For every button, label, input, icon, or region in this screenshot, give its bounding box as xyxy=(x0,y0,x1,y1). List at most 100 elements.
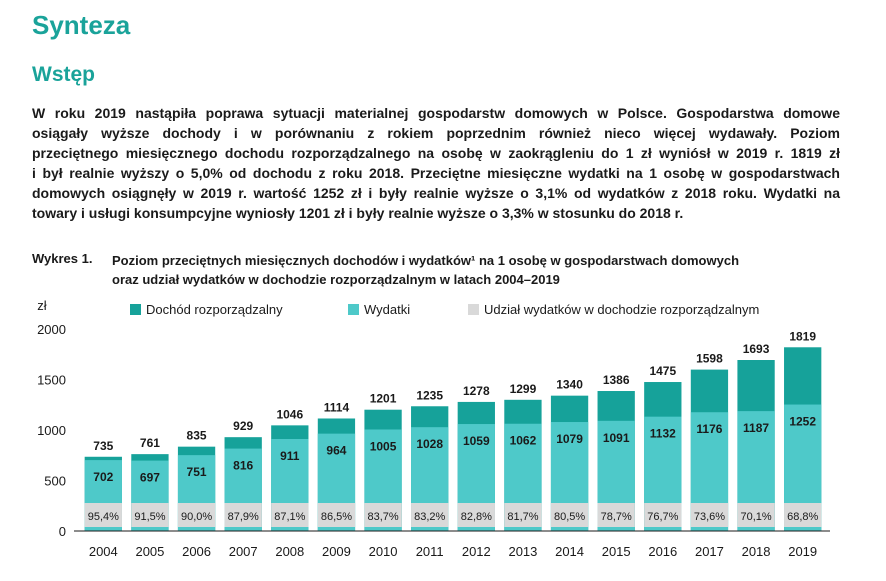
y-tick-label: 1500 xyxy=(37,373,66,388)
share-label: 86,5% xyxy=(321,511,352,523)
share-label: 70,1% xyxy=(740,511,771,523)
income-label: 1475 xyxy=(649,364,676,378)
share-box xyxy=(597,503,635,527)
share-label: 90,0% xyxy=(181,511,212,523)
legend-label: Wydatki xyxy=(364,302,410,317)
income-label: 1819 xyxy=(789,329,816,343)
x-tick-label: 2015 xyxy=(602,544,631,559)
expenses-label: 697 xyxy=(140,471,160,485)
income-label: 1235 xyxy=(416,388,443,402)
share-box xyxy=(411,503,449,527)
share-box xyxy=(131,503,169,527)
paragraph-line: osiągały wyższe dochody i w porównaniu z… xyxy=(32,125,840,141)
income-label: 1340 xyxy=(556,378,583,392)
share-box xyxy=(457,503,495,527)
share-box xyxy=(224,503,262,527)
expenses-label: 1091 xyxy=(603,431,630,445)
paragraph-line: W roku 2019 nastąpiła poprawa sytuacji m… xyxy=(32,105,840,121)
income-label: 735 xyxy=(93,439,113,453)
page-title: Synteza xyxy=(32,10,131,40)
share-box xyxy=(84,503,122,527)
y-tick-label: 1000 xyxy=(37,423,66,438)
x-tick-label: 2008 xyxy=(275,544,304,559)
expenses-label: 1079 xyxy=(556,432,583,446)
expenses-label: 1005 xyxy=(370,439,397,453)
paragraph-line: przeciętnego miesięcznego dochodu rozpor… xyxy=(32,145,840,161)
expenses-label: 911 xyxy=(280,449,300,463)
x-tick-label: 2017 xyxy=(695,544,724,559)
share-box xyxy=(784,503,822,527)
expenses-label: 816 xyxy=(233,459,253,473)
share-box xyxy=(364,503,402,527)
x-tick-label: 2004 xyxy=(89,544,118,559)
expenses-label: 1059 xyxy=(463,434,490,448)
legend-swatch xyxy=(130,304,141,315)
x-tick-label: 2019 xyxy=(788,544,817,559)
intro-paragraph: W roku 2019 nastąpiła poprawa sytuacji m… xyxy=(32,103,840,223)
paragraph-line: domowych osiągnęły w 2019 r. wartość 125… xyxy=(32,185,840,201)
income-label: 1693 xyxy=(743,342,770,356)
paragraph-line: towary i usługi konsumpcyjne wyniosły 12… xyxy=(32,205,684,221)
y-tick-label: 2000 xyxy=(37,322,66,337)
share-label: 82,8% xyxy=(461,511,492,523)
y-axis-unit: zł xyxy=(37,298,47,313)
expenses-label: 1187 xyxy=(743,421,769,435)
expenses-label: 1062 xyxy=(510,434,537,448)
expenses-label: 1028 xyxy=(416,437,443,451)
share-box xyxy=(737,503,775,527)
income-label: 1201 xyxy=(370,392,397,406)
income-label: 1114 xyxy=(324,400,350,414)
income-label: 1598 xyxy=(696,352,723,366)
x-tick-label: 2011 xyxy=(416,544,444,559)
x-tick-label: 2012 xyxy=(462,544,491,559)
legend-swatch xyxy=(348,304,359,315)
share-label: 80,5% xyxy=(554,511,585,523)
expenses-label: 1132 xyxy=(650,427,676,441)
income-label: 929 xyxy=(233,419,253,433)
x-tick-label: 2009 xyxy=(322,544,351,559)
legend-label: Udział wydatków w dochodzie rozporządzal… xyxy=(484,302,759,317)
share-label: 76,7% xyxy=(647,511,678,523)
paragraph-line: i był realnie wyższy o 5,0% od dochodu z… xyxy=(32,165,840,181)
x-tick-label: 2014 xyxy=(555,544,584,559)
share-box xyxy=(177,503,216,527)
expenses-label: 751 xyxy=(187,465,207,479)
x-tick-label: 2010 xyxy=(369,544,398,559)
share-box xyxy=(271,503,309,527)
share-box xyxy=(690,503,729,527)
expenses-label: 702 xyxy=(93,470,113,484)
income-label: 1386 xyxy=(603,373,630,387)
y-tick-label: 0 xyxy=(59,524,66,539)
figure-caption-line: Poziom przeciętnych miesięcznych dochodó… xyxy=(112,253,740,268)
x-tick-label: 2013 xyxy=(508,544,537,559)
share-box xyxy=(317,503,356,527)
share-label: 73,6% xyxy=(694,511,725,523)
share-label: 83,2% xyxy=(414,511,445,523)
figure-caption-line: oraz udział wydatków w dochodzie rozporz… xyxy=(112,272,560,287)
share-label: 87,1% xyxy=(274,511,305,523)
share-label: 95,4% xyxy=(88,511,119,523)
y-tick-label: 500 xyxy=(44,474,66,489)
share-box xyxy=(644,503,682,527)
figure-label: Wykres 1. xyxy=(32,251,93,266)
share-label: 87,9% xyxy=(228,511,259,523)
x-tick-label: 2018 xyxy=(742,544,771,559)
share-label: 83,7% xyxy=(367,511,398,523)
income-label: 835 xyxy=(187,429,207,443)
share-box xyxy=(550,503,589,527)
x-tick-label: 2005 xyxy=(135,544,164,559)
income-label: 1278 xyxy=(463,384,490,398)
income-label: 761 xyxy=(140,436,160,450)
x-tick-label: 2006 xyxy=(182,544,211,559)
expenses-label: 1176 xyxy=(696,422,722,436)
figure-caption: Poziom przeciętnych miesięcznych dochodó… xyxy=(112,251,832,289)
legend-label: Dochód rozporządzalny xyxy=(146,302,283,317)
x-tick-label: 2016 xyxy=(648,544,677,559)
share-box xyxy=(504,503,542,527)
share-label: 68,8% xyxy=(787,511,818,523)
legend-swatch xyxy=(468,304,479,315)
income-label: 1046 xyxy=(276,407,303,421)
share-label: 91,5% xyxy=(134,511,165,523)
expenses-label: 1252 xyxy=(789,415,816,429)
